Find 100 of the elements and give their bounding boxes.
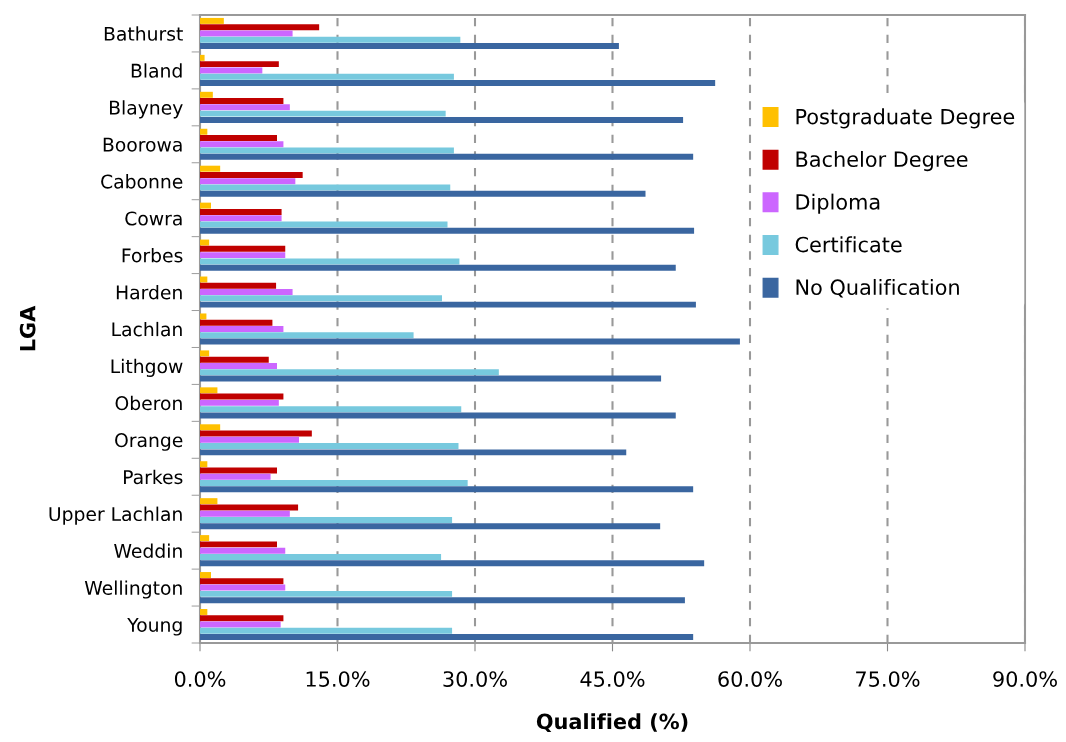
bar <box>200 313 207 320</box>
bar <box>200 406 462 413</box>
bar <box>200 295 442 302</box>
bar <box>200 221 448 228</box>
bar <box>200 289 293 296</box>
y-tick-label: Blayney <box>109 100 183 119</box>
bar <box>200 498 218 505</box>
bar <box>200 572 211 579</box>
y-tick-label: Upper Lachlan <box>49 506 182 525</box>
x-tick-label: 15.0% <box>306 671 370 687</box>
bar <box>200 91 213 98</box>
y-tick-label: Wellington <box>84 580 182 599</box>
bar <box>200 282 277 289</box>
x-axis-title: Qualified (%) <box>536 713 688 733</box>
bar <box>200 73 454 80</box>
y-axis-title: LGA <box>19 305 36 351</box>
y-tick-label: Harden <box>116 284 182 300</box>
bar <box>200 239 210 246</box>
y-tick-label: Bland <box>131 63 182 78</box>
bar <box>200 424 221 431</box>
legend-label: Diploma <box>796 193 880 214</box>
bar <box>200 202 211 209</box>
x-tick-label: 45.0% <box>580 671 645 687</box>
bar <box>200 319 273 326</box>
bar <box>200 326 284 332</box>
bar <box>200 584 286 591</box>
bar <box>200 560 705 567</box>
x-tick-label: 75.0% <box>856 671 920 687</box>
bar <box>200 67 263 74</box>
bar <box>200 208 282 215</box>
bar <box>200 24 320 31</box>
bar <box>200 510 290 517</box>
bar <box>200 608 208 615</box>
bar <box>200 399 279 406</box>
bar <box>200 621 281 628</box>
bar <box>200 171 303 178</box>
bar <box>200 627 453 634</box>
bar <box>200 436 299 443</box>
bar <box>200 17 224 24</box>
y-tick-label: Weddin <box>114 543 182 559</box>
bar <box>200 153 694 160</box>
bar <box>200 258 460 265</box>
bar <box>200 147 454 154</box>
bar <box>200 541 277 548</box>
bar <box>200 480 468 487</box>
bar <box>200 590 453 597</box>
bar <box>200 634 694 641</box>
bar <box>200 547 286 554</box>
x-tick-label: 0.0% <box>174 671 226 687</box>
bar <box>200 178 296 185</box>
bar <box>200 443 459 450</box>
y-tick-label: Parkes <box>124 469 183 485</box>
bar <box>200 141 284 148</box>
bar <box>200 393 284 400</box>
legend-label: Bachelor Degree <box>796 150 968 172</box>
bar <box>200 116 684 123</box>
bar <box>200 227 695 234</box>
bar <box>200 332 414 339</box>
bar <box>200 615 284 622</box>
y-tick-label: Orange <box>115 433 183 451</box>
bar <box>200 578 284 585</box>
bar <box>200 54 205 61</box>
bar <box>200 264 676 271</box>
bar <box>200 350 210 357</box>
y-tick-label: Lachlan <box>112 321 182 337</box>
y-tick-label: Lithgow <box>111 358 183 377</box>
bar <box>200 362 277 369</box>
y-tick-label: Cabonne <box>101 174 183 189</box>
x-tick-label: 60.0% <box>718 671 782 687</box>
bar <box>200 517 453 523</box>
bar <box>200 79 716 86</box>
y-tick-label: Young <box>127 617 182 636</box>
bar <box>200 215 282 222</box>
bar <box>200 30 293 37</box>
bar <box>200 252 286 259</box>
bar <box>200 43 619 50</box>
x-tick-label: 90.0% <box>993 671 1057 687</box>
bar <box>200 36 461 43</box>
legend-label: Certificate <box>795 236 902 253</box>
legend-label: Postgraduate Degree <box>796 108 1015 129</box>
y-tick-label: Oberon <box>115 395 182 411</box>
bar <box>200 128 208 135</box>
y-tick-label: Cowra <box>125 211 182 226</box>
bar <box>200 165 221 172</box>
bar <box>200 135 277 141</box>
bar <box>200 535 210 542</box>
bar <box>200 412 676 419</box>
y-tick-label: Bathurst <box>104 26 183 41</box>
bar <box>200 523 661 530</box>
bar <box>200 597 685 604</box>
bar <box>200 338 740 345</box>
bar <box>200 369 499 376</box>
bar <box>200 430 312 437</box>
bar <box>200 449 627 456</box>
bar <box>200 387 218 394</box>
bar <box>200 461 208 468</box>
bar <box>200 301 696 308</box>
x-tick-label: 30.0% <box>443 671 507 687</box>
legend-label: No Qualification <box>796 278 959 298</box>
bar <box>200 504 299 511</box>
